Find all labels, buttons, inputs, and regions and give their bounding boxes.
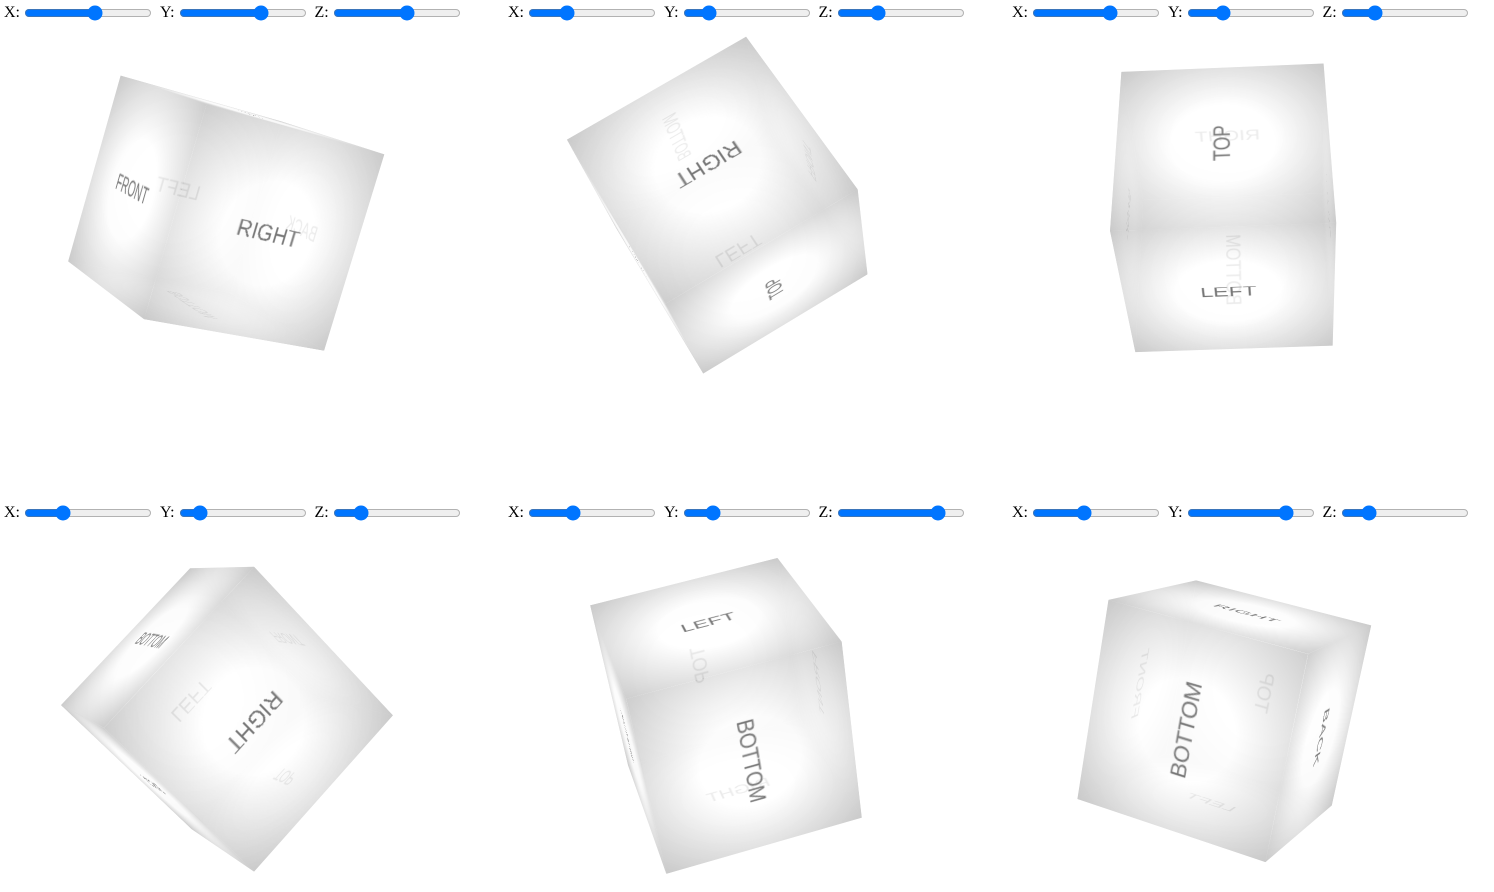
slider-label: Z: bbox=[819, 504, 833, 522]
rotation-slider[interactable] bbox=[1187, 5, 1315, 21]
panel: X: Y: Z: FRONTBACKRIGHTLEFTTOPBOTTOM bbox=[504, 0, 1002, 500]
slider-label: Y: bbox=[1168, 4, 1183, 22]
cube: FRONTBACKRIGHTLEFTTOPBOTTOM bbox=[657, 88, 786, 324]
rotation-slider[interactable] bbox=[683, 505, 811, 521]
rotation-slider[interactable] bbox=[1187, 505, 1315, 521]
panel: X: Y: Z: FRONTBACKRIGHTLEFTTOPBOTTOM bbox=[0, 0, 498, 500]
panel: X: Y: Z: FRONTBACKRIGHTLEFTTOPBOTTOM bbox=[504, 500, 1002, 892]
cube-face: LEFT bbox=[1110, 223, 1336, 352]
rotation-slider[interactable] bbox=[1341, 5, 1469, 21]
cube-scene: FRONTBACKRIGHTLEFTTOPBOTTOM bbox=[1028, 40, 1428, 380]
slider-label: X: bbox=[508, 4, 524, 22]
cube: FRONTBACKRIGHTLEFTTOPBOTTOM bbox=[685, 581, 765, 845]
slider-controls: X: Y: Z: bbox=[4, 504, 469, 522]
slider-label: Z: bbox=[819, 4, 833, 22]
cube: FRONTBACKRIGHTLEFTTOPBOTTOM bbox=[1222, 68, 1234, 349]
panel: X: Y: Z: FRONTBACKRIGHTLEFTTOPBOTTOM bbox=[1008, 500, 1494, 892]
rotation-slider[interactable] bbox=[683, 5, 811, 21]
slider-label: Z: bbox=[315, 504, 329, 522]
slider-controls: X: Y: Z: bbox=[508, 4, 973, 22]
cube-scene: FRONTBACKRIGHTLEFTTOPBOTTOM bbox=[1028, 540, 1428, 880]
cube-face: TOP bbox=[1110, 64, 1336, 231]
rotation-slider[interactable] bbox=[837, 505, 965, 521]
rotation-slider[interactable] bbox=[333, 5, 461, 21]
slider-label: Z: bbox=[315, 4, 329, 22]
cube-scene: FRONTBACKRIGHTLEFTTOPBOTTOM bbox=[20, 540, 420, 880]
slider-label: Z: bbox=[1323, 504, 1337, 522]
rotation-slider[interactable] bbox=[837, 5, 965, 21]
slider-label: X: bbox=[4, 504, 20, 522]
rotation-slider[interactable] bbox=[24, 505, 152, 521]
slider-label: Y: bbox=[1168, 504, 1183, 522]
slider-label: Y: bbox=[160, 504, 175, 522]
rotation-slider[interactable] bbox=[24, 5, 152, 21]
rotation-slider[interactable] bbox=[528, 505, 656, 521]
slider-controls: X: Y: Z: bbox=[1012, 4, 1477, 22]
slider-label: X: bbox=[1012, 4, 1028, 22]
slider-label: X: bbox=[508, 504, 524, 522]
slider-label: X: bbox=[4, 4, 20, 22]
panel: X: Y: Z: FRONTBACKRIGHTLEFTTOPBOTTOM bbox=[1008, 0, 1494, 500]
cube-scene: FRONTBACKRIGHTLEFTTOPBOTTOM bbox=[524, 540, 924, 880]
rotation-slider[interactable] bbox=[179, 5, 307, 21]
slider-label: Y: bbox=[160, 4, 175, 22]
cube: FRONTBACKRIGHTLEFTTOPBOTTOM bbox=[152, 99, 299, 335]
rotation-slider[interactable] bbox=[528, 5, 656, 21]
slider-label: X: bbox=[1012, 504, 1028, 522]
cube: FRONTBACKRIGHTLEFTTOPBOTTOM bbox=[126, 636, 324, 793]
slider-label: Y: bbox=[664, 504, 679, 522]
cube: FRONTBACKRIGHTLEFTTOPBOTTOM bbox=[1169, 602, 1282, 829]
cube-scene: FRONTBACKRIGHTLEFTTOPBOTTOM bbox=[524, 40, 924, 380]
slider-controls: X: Y: Z: bbox=[508, 504, 973, 522]
rotation-slider[interactable] bbox=[1032, 5, 1160, 21]
slider-label: Z: bbox=[1323, 4, 1337, 22]
panel: X: Y: Z: FRONTBACKRIGHTLEFTTOPBOTTOM bbox=[0, 500, 498, 892]
rotation-slider[interactable] bbox=[1032, 505, 1160, 521]
rotation-slider[interactable] bbox=[1341, 505, 1469, 521]
rotation-slider[interactable] bbox=[333, 505, 461, 521]
rotation-slider[interactable] bbox=[179, 505, 307, 521]
cube-scene: FRONTBACKRIGHTLEFTTOPBOTTOM bbox=[20, 40, 420, 380]
slider-label: Y: bbox=[664, 4, 679, 22]
slider-controls: X: Y: Z: bbox=[4, 4, 469, 22]
slider-controls: X: Y: Z: bbox=[1012, 504, 1477, 522]
